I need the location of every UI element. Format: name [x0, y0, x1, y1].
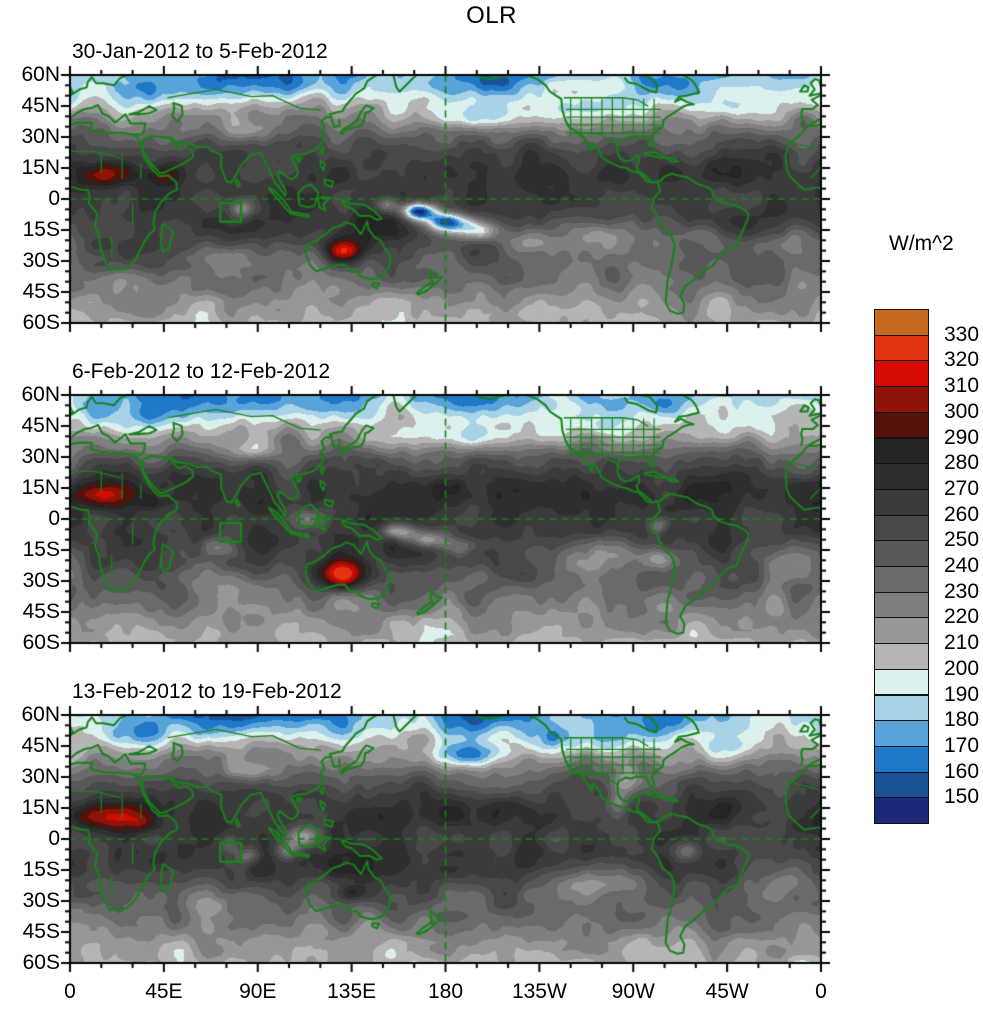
lon-tick-label: 90W	[611, 980, 655, 1003]
lon-tick-label: 45E	[145, 980, 183, 1003]
colorbar-tick-label: 260	[944, 502, 980, 526]
lon-tick-label: 135W	[511, 980, 567, 1003]
colorbar-cell	[874, 437, 929, 465]
colorbar-tick-label: 220	[944, 605, 980, 629]
lat-tick-label: 15S	[22, 538, 60, 561]
lat-tick-label: 45S	[22, 600, 60, 623]
lon-tick-label: 0	[64, 980, 76, 1003]
lat-tick-label: 60N	[21, 703, 60, 726]
colorbar-cell	[874, 797, 929, 824]
colorbar-cell	[874, 540, 929, 567]
lat-tick-label: 15N	[21, 796, 60, 819]
colorbar-tick-label: 290	[944, 425, 980, 449]
lat-tick-label: 0	[48, 507, 60, 530]
lat-tick-label: 60N	[21, 383, 60, 406]
lat-tick-label: 15S	[22, 858, 60, 881]
colorbar-cell	[874, 488, 929, 516]
lon-tick-label: 90E	[239, 980, 277, 1003]
colorbar-tick-label: 170	[944, 733, 980, 757]
panel-title-1: 30-Jan-2012 to 5-Feb-2012	[72, 40, 328, 63]
colorbar-cell	[874, 591, 929, 619]
colorbar-tick-label: 300	[944, 399, 980, 423]
colorbar-cell	[874, 386, 929, 413]
colorbar-tick-label: 320	[944, 348, 980, 372]
lat-tick-label: 60S	[22, 311, 60, 334]
colorbar-cell	[874, 694, 929, 722]
colorbar-cell	[874, 720, 929, 747]
colorbar-tick-label: 200	[944, 656, 980, 680]
colorbar-cell	[874, 668, 929, 696]
lat-tick-label: 30N	[21, 445, 60, 468]
colorbar-cell	[874, 514, 929, 542]
lon-tick-label: 135E	[327, 980, 377, 1003]
colorbar-cell	[874, 411, 929, 439]
colorbar-tick-label: 160	[944, 759, 980, 783]
colorbar-tick-label: 240	[944, 554, 980, 577]
panel-title-3: 13-Feb-2012 to 19-Feb-2012	[72, 680, 342, 703]
colorbar-cell	[874, 566, 929, 593]
colorbar-cell	[874, 617, 929, 645]
colorbar-tick-label: 230	[944, 579, 980, 603]
colorbar-tick-label: 250	[944, 528, 980, 552]
lat-tick-label: 0	[48, 827, 60, 850]
lat-tick-label: 0	[48, 187, 60, 210]
lat-tick-label: 60S	[22, 631, 60, 654]
colorbar-tick-label: 310	[944, 374, 980, 398]
lon-tick-label: 45W	[705, 980, 749, 1003]
colorbar-tick-label: 330	[944, 322, 980, 346]
colorbar-unit-label: W/m^2	[889, 232, 954, 255]
colorbar-tick-label: 270	[944, 476, 980, 500]
lat-tick-label: 15N	[21, 476, 60, 499]
colorbar-cell	[874, 360, 929, 388]
lat-tick-label: 30N	[21, 125, 60, 148]
lat-tick-label: 30N	[21, 765, 60, 788]
lat-tick-label: 15N	[21, 156, 60, 179]
lat-tick-label: 45N	[21, 414, 60, 437]
colorbar-cell	[874, 334, 929, 362]
lat-tick-label: 45N	[21, 734, 60, 757]
colorbar-cell	[874, 745, 929, 773]
lat-tick-label: 45S	[22, 920, 60, 943]
lat-tick-label: 45N	[21, 94, 60, 117]
lon-tick-label: 0	[815, 980, 827, 1003]
lat-tick-label: 60S	[22, 951, 60, 974]
lat-tick-label: 15S	[22, 218, 60, 241]
panel-title-2: 6-Feb-2012 to 12-Feb-2012	[72, 360, 330, 383]
colorbar-tick-label: 180	[944, 708, 980, 732]
lat-tick-label: 45S	[22, 280, 60, 303]
colorbar-cell	[874, 771, 929, 799]
lat-tick-label: 30S	[22, 569, 60, 592]
colorbar-tick-label: 150	[944, 785, 980, 809]
figure-title: OLR	[466, 2, 517, 29]
lat-tick-label: 60N	[21, 63, 60, 86]
colorbar-tick-label: 190	[944, 682, 980, 706]
colorbar-cell	[874, 643, 929, 670]
lon-tick-label: 180	[427, 980, 464, 1003]
lat-tick-label: 30S	[22, 889, 60, 912]
colorbar-tick-label: 210	[944, 631, 980, 655]
colorbar-cell	[874, 463, 929, 490]
colorbar-tick-label: 280	[944, 451, 980, 475]
colorbar-cell	[874, 309, 929, 336]
lat-tick-label: 30S	[22, 249, 60, 272]
